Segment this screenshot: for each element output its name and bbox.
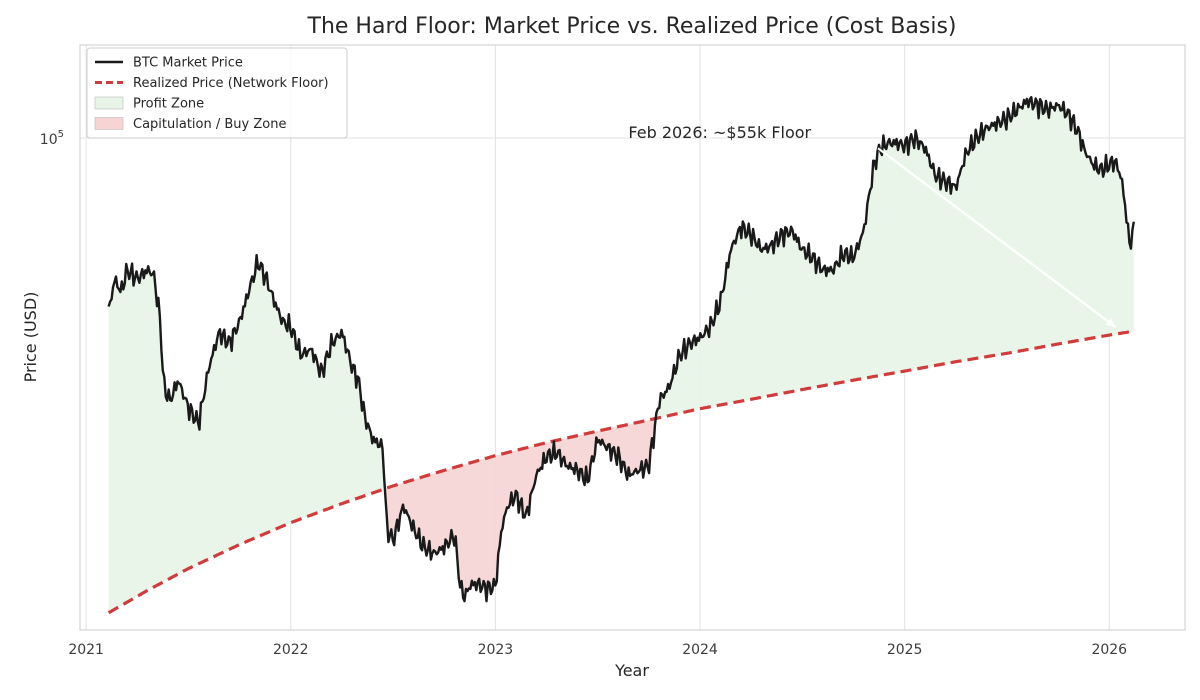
plot-frame <box>79 44 1186 631</box>
y-tick-label: 105 <box>40 129 64 148</box>
legend: BTC Market Price Realized Price (Network … <box>86 47 348 139</box>
x-tick-label: 2025 <box>887 642 923 658</box>
annotation-arrow <box>877 147 1117 328</box>
x-tick-label: 2021 <box>68 642 104 658</box>
x-tick-label: 2022 <box>273 642 309 658</box>
legend-label: BTC Market Price <box>133 56 243 71</box>
x-tick-label: 2024 <box>682 642 718 658</box>
zone-fills <box>108 97 1134 613</box>
series-lines <box>107 96 1135 615</box>
y-axis-label: Price (USD) <box>21 292 40 383</box>
annotations: Feb 2026: ~$55k Floor <box>628 123 1117 328</box>
x-axis-label: Year <box>614 661 649 680</box>
capitulation-zone-area <box>385 412 657 602</box>
legend-label: Capitulation / Buy Zone <box>133 117 286 132</box>
ticks: 2021 2022 2023 2024 2025 2026 105 <box>40 129 1127 658</box>
legend-swatch-zone <box>94 117 124 130</box>
realized-price-line <box>107 329 1135 615</box>
legend-box <box>86 47 348 139</box>
chart-title: The Hard Floor: Market Price vs. Realize… <box>307 14 957 39</box>
legend-label: Realized Price (Network Floor) <box>133 76 329 91</box>
x-tick-label: 2023 <box>478 642 514 658</box>
legend-swatch-zone <box>94 96 124 110</box>
floor-annotation: Feb 2026: ~$55k Floor <box>628 123 811 142</box>
profit-zone-area <box>108 255 386 613</box>
legend-label: Profit Zone <box>133 97 204 112</box>
profit-zone-area <box>656 97 1134 419</box>
x-tick-label: 2026 <box>1091 642 1127 658</box>
btc-market-price-line <box>107 96 1135 603</box>
